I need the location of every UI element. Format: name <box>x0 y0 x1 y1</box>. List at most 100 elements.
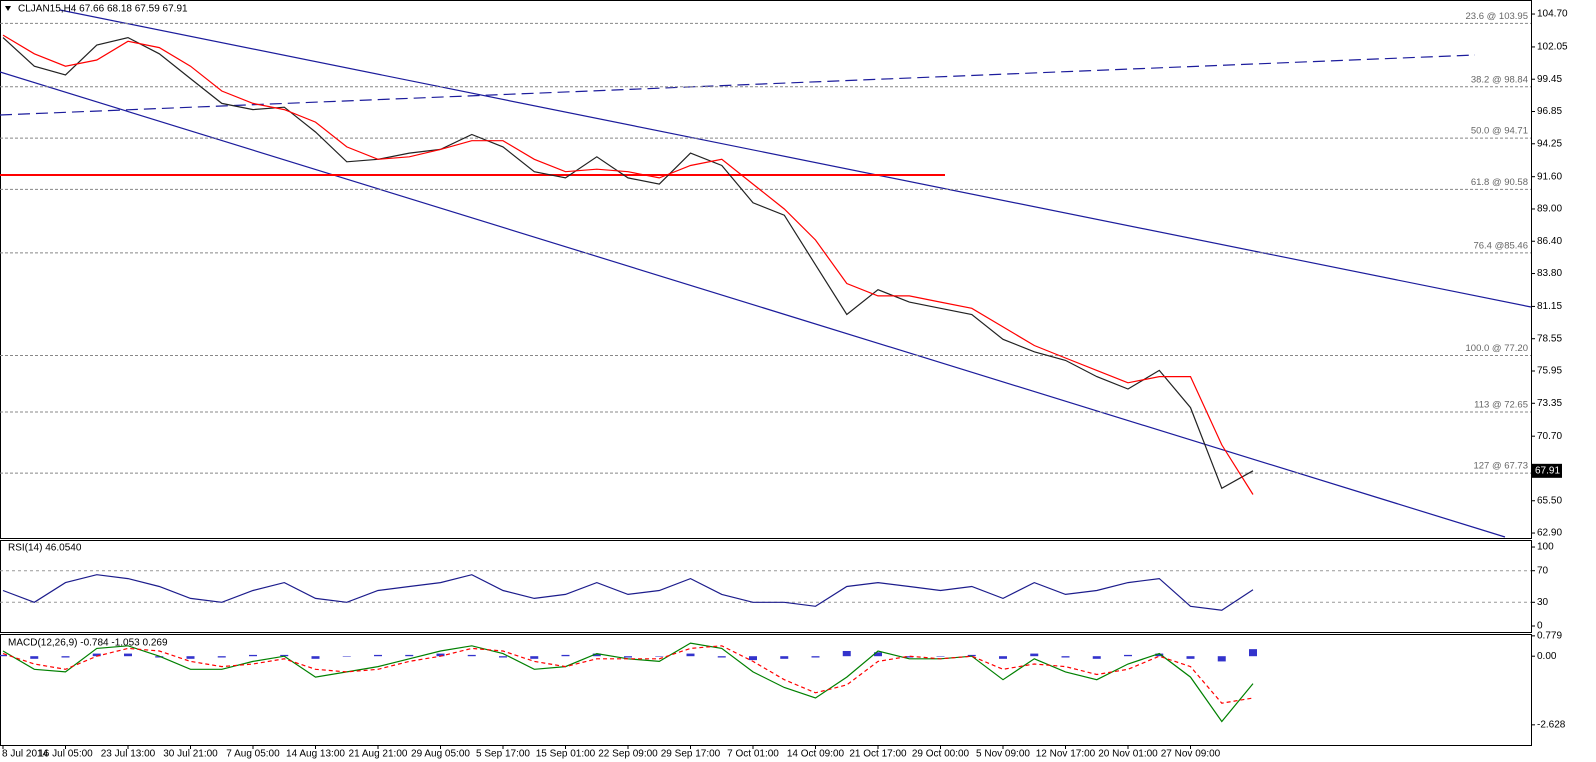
histogram-bar <box>1249 649 1257 657</box>
histogram-bar <box>1124 654 1132 657</box>
histogram-bar <box>655 656 664 657</box>
x-tick-label: 14 Aug 13:00 <box>286 749 345 760</box>
y-tick-label: 62.90 <box>1537 528 1562 539</box>
y-tick-label: 91.60 <box>1537 171 1562 182</box>
y-tick-label: 89.00 <box>1537 204 1562 215</box>
channel-upper <box>59 9 1532 308</box>
y-tick-label: 104.70 <box>1537 9 1568 20</box>
y-tick-label: 30 <box>1537 597 1549 608</box>
x-tick-label: 23 Jul 13:00 <box>101 749 156 760</box>
y-tick-label: 96.85 <box>1537 106 1562 117</box>
histogram-bar <box>780 656 789 659</box>
x-tick-label: 30 Jul 21:00 <box>163 749 218 760</box>
histogram-bar <box>30 656 39 659</box>
histogram-bar <box>342 656 351 657</box>
histogram-bar <box>1092 656 1101 659</box>
macd-frame <box>0 634 1532 746</box>
fib-label: 61.8 @ 90.58 <box>1471 177 1528 188</box>
histogram-bar <box>1186 656 1195 659</box>
x-tick-label: 7 Oct 01:00 <box>727 749 779 760</box>
x-tick-label: 27 Nov 09:00 <box>1161 749 1221 760</box>
histogram-bar <box>1061 656 1070 658</box>
x-tick-label: 29 Oct 00:00 <box>912 749 970 760</box>
fib-label: 76.4 @85.46 <box>1473 240 1528 251</box>
histogram-bar <box>186 656 195 659</box>
title-arrow <box>5 6 11 11</box>
fib-label: 127 @ 67.73 <box>1473 461 1528 472</box>
fib-label: 113 @ 72.65 <box>1474 399 1528 410</box>
y-tick-label: 102.05 <box>1537 42 1568 53</box>
histogram-bar <box>61 656 70 658</box>
histogram-bar <box>124 653 132 657</box>
histogram-bar <box>530 656 539 659</box>
y-tick-label: 70 <box>1537 565 1549 576</box>
x-tick-label: 12 Nov 17:00 <box>1036 749 1096 760</box>
histogram-bar <box>499 656 507 658</box>
x-tick-label: 21 Aug 21:00 <box>349 749 408 760</box>
histogram-bar <box>967 654 976 657</box>
y-tick-label: 100 <box>1537 542 1554 553</box>
histogram-bar <box>374 654 382 657</box>
histogram-bar <box>749 656 757 661</box>
y-tick-label: 94.25 <box>1537 138 1562 149</box>
histogram-bar <box>686 653 695 657</box>
x-tick-label: 7 Aug 05:00 <box>226 749 280 760</box>
x-tick-label: 29 Sep 17:00 <box>661 749 721 760</box>
channel-lower <box>0 71 1506 538</box>
histogram-bar <box>249 654 257 657</box>
histogram-bar <box>467 654 476 657</box>
histogram-bar <box>1155 653 1164 657</box>
y-tick-label: 0 <box>1537 621 1543 632</box>
histogram-bar <box>999 656 1007 659</box>
series-line <box>2 34 1254 495</box>
histogram-bar <box>717 656 726 658</box>
histogram-bar <box>1030 653 1039 657</box>
histogram-bar <box>155 656 164 658</box>
histogram-bar <box>842 650 851 657</box>
histogram-bar <box>436 653 445 657</box>
x-tick-label: 21 Oct 17:00 <box>849 749 907 760</box>
chart-title: CLJAN15,H4 67.66 68.18 67.59 67.91 <box>18 4 188 15</box>
price-label: 67.91 <box>1535 465 1560 476</box>
series-line <box>2 574 1254 611</box>
histogram-bar <box>624 656 632 658</box>
histogram-bar <box>311 656 320 659</box>
histogram-bar <box>217 656 226 658</box>
macd-title: MACD(12,26,9) -0.784 -1.053 0.269 <box>8 638 168 649</box>
y-tick-label: 73.35 <box>1537 398 1562 409</box>
y-tick-label: 99.45 <box>1537 74 1562 85</box>
y-tick-label: -2.628 <box>1537 719 1566 730</box>
histogram-bar <box>874 652 882 657</box>
fib-label: 100.0 @ 77.20 <box>1466 343 1528 354</box>
x-tick-label: 14 Oct 09:00 <box>787 749 845 760</box>
x-tick-label: 20 Nov 01:00 <box>1098 749 1158 760</box>
rsi-frame <box>0 540 1532 633</box>
x-tick-label: 5 Nov 09:00 <box>976 749 1030 760</box>
histogram-bar <box>592 653 601 657</box>
x-tick-label: 29 Aug 05:00 <box>411 749 470 760</box>
rsi-title: RSI(14) 46.0540 <box>8 543 82 554</box>
y-tick-label: 70.70 <box>1537 431 1562 442</box>
y-tick-label: 0.00 <box>1537 651 1557 662</box>
x-tick-label: 15 Sep 01:00 <box>536 749 596 760</box>
y-tick-label: 86.40 <box>1537 236 1562 247</box>
histogram-bar <box>811 656 820 658</box>
price-box <box>1532 463 1562 478</box>
histogram-bar <box>280 654 289 657</box>
histogram-bar <box>561 654 570 657</box>
fib-label: 50.0 @ 94.71 <box>1471 126 1528 137</box>
series-line <box>2 642 1254 723</box>
main-frame <box>0 0 1532 539</box>
fib-label: 38.2 @ 98.84 <box>1471 74 1528 85</box>
x-tick-label: 16 Jul 05:00 <box>38 749 93 760</box>
series-line <box>2 36 1254 490</box>
histogram-bar <box>1217 656 1226 662</box>
x-tick-label: 5 Sep 17:00 <box>476 749 530 760</box>
y-tick-label: 78.55 <box>1537 333 1562 344</box>
y-tick-label: 65.50 <box>1537 495 1562 506</box>
x-tick-label: 8 Jul 2014 <box>2 749 49 760</box>
histogram-bar <box>936 656 945 657</box>
y-tick-label: 81.15 <box>1537 301 1562 312</box>
